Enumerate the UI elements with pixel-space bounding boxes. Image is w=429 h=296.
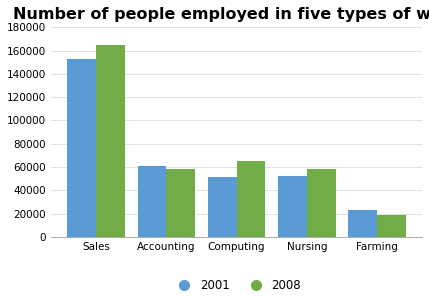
Bar bbox=[236, 161, 266, 237]
Bar bbox=[278, 176, 307, 237]
Legend: 2001, 2008: 2001, 2008 bbox=[168, 274, 305, 296]
Bar bbox=[348, 210, 377, 237]
Title: Number of people employed in five types of work: Number of people employed in five types … bbox=[13, 7, 429, 22]
Bar bbox=[377, 215, 406, 237]
Bar bbox=[96, 45, 125, 237]
Bar bbox=[166, 169, 195, 237]
Bar bbox=[307, 169, 335, 237]
Bar bbox=[138, 166, 166, 237]
Bar bbox=[67, 59, 96, 237]
Bar bbox=[208, 177, 236, 237]
